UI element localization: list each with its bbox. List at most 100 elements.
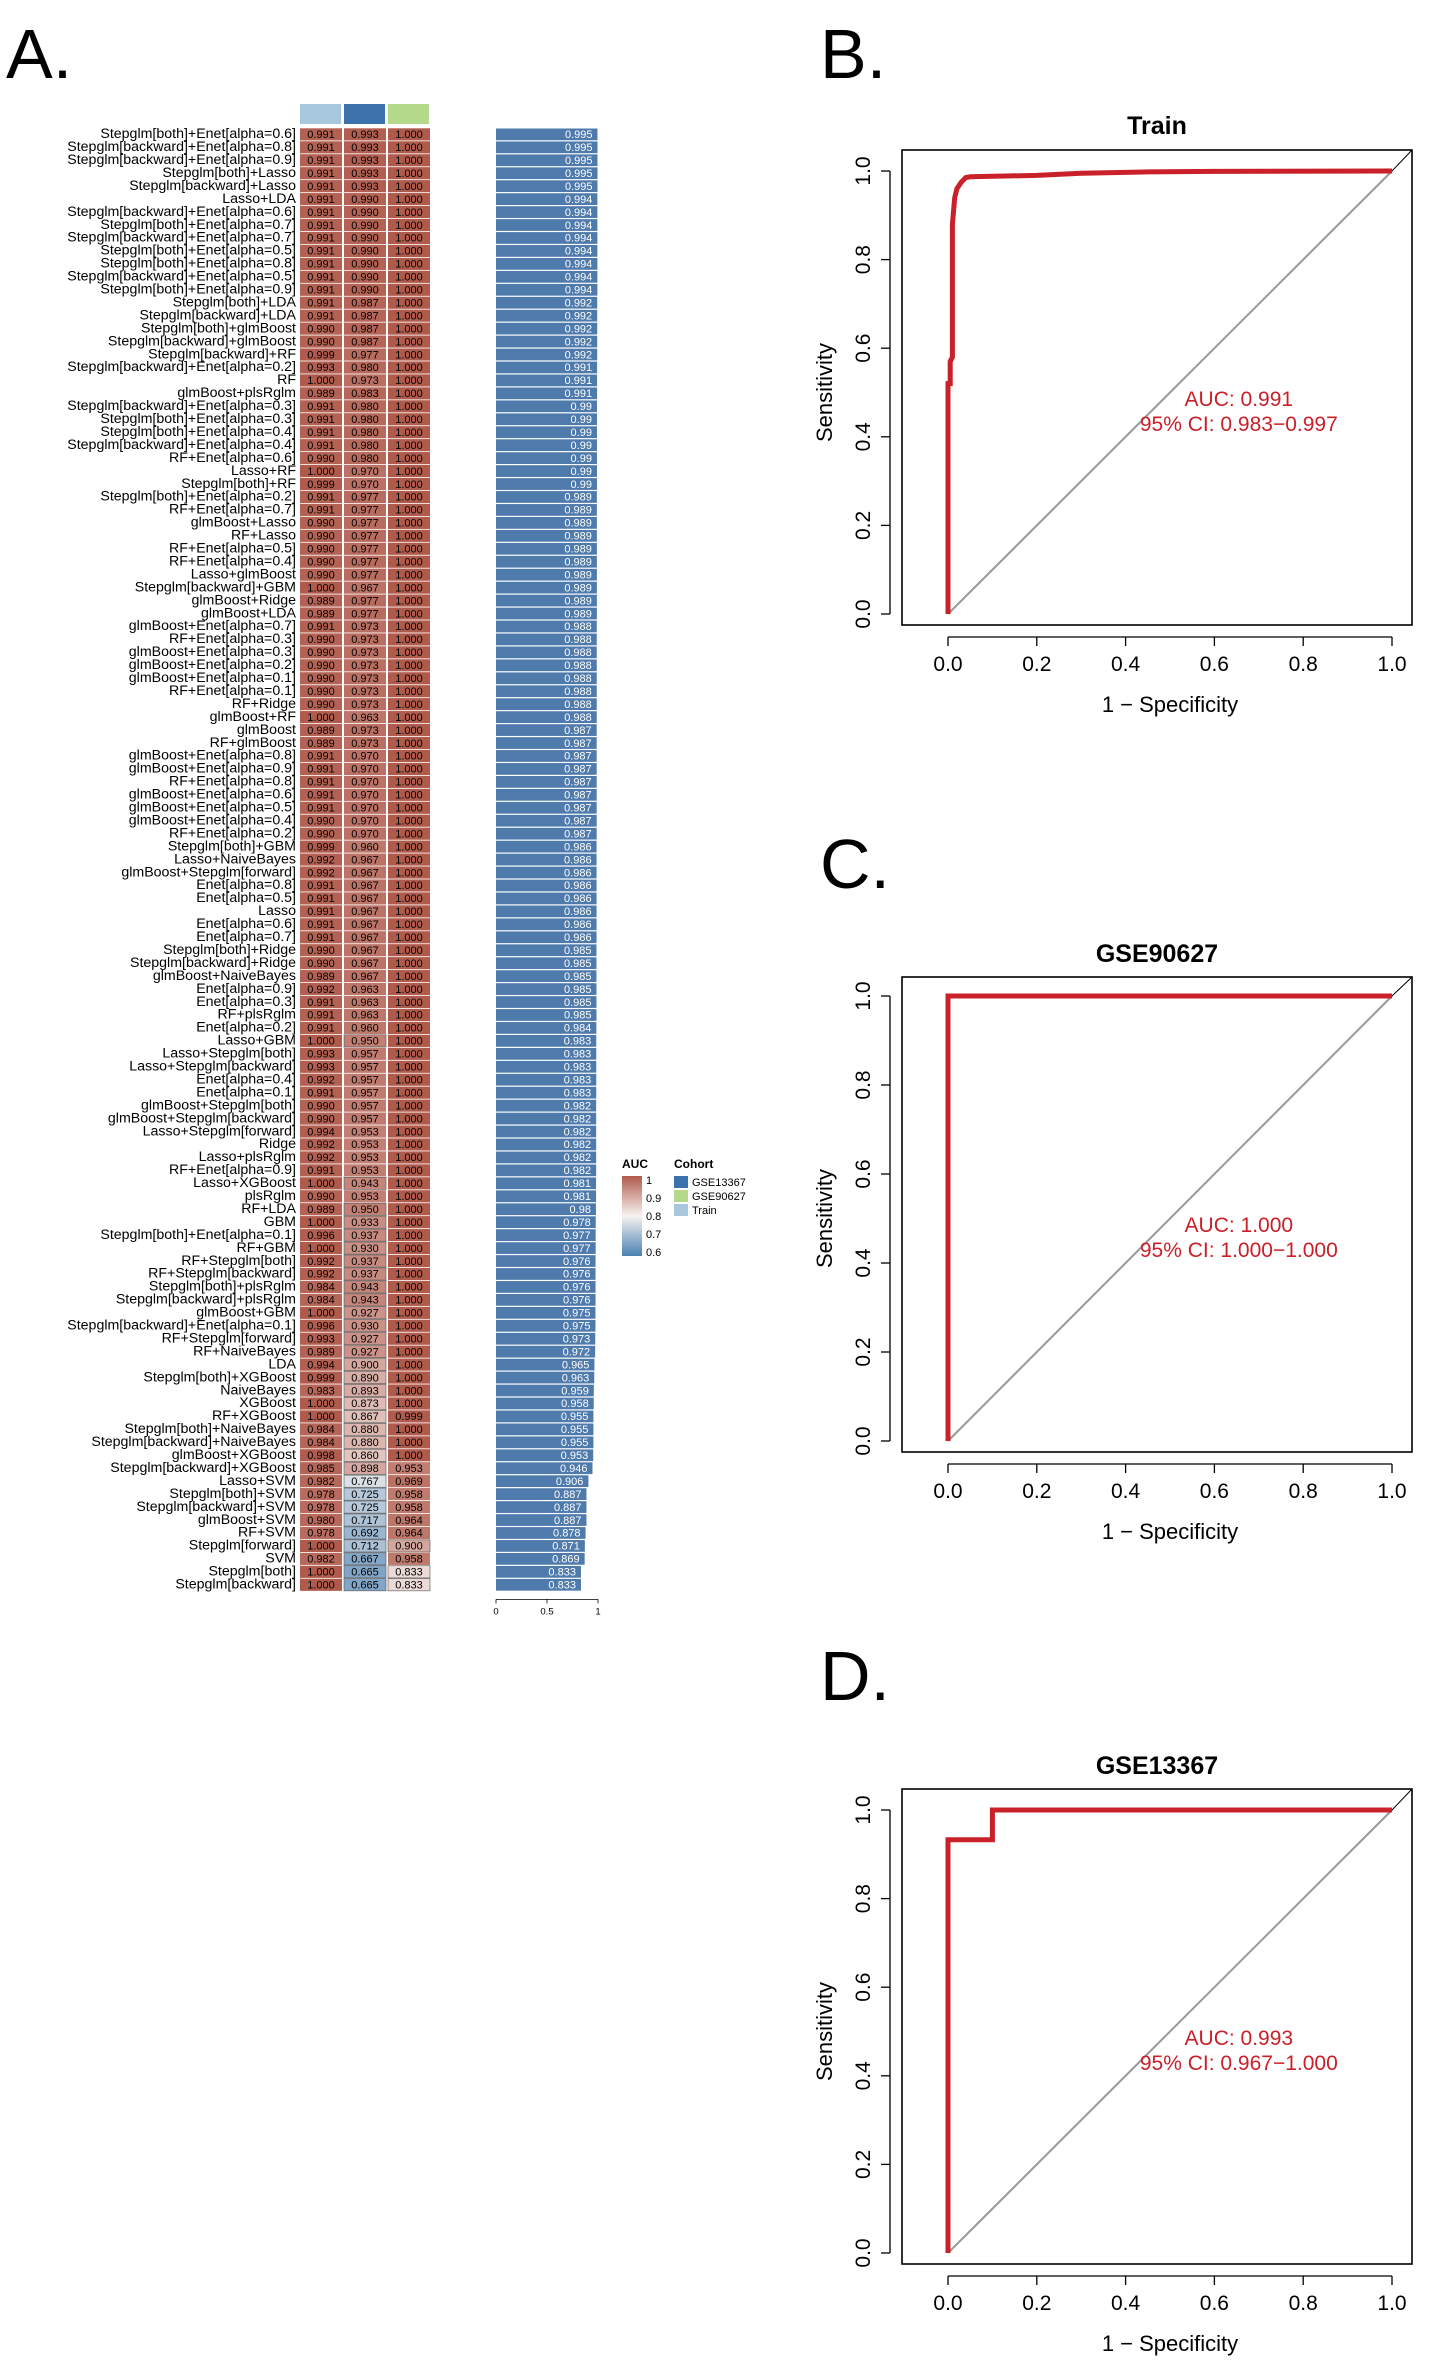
- legend-auc-tick: 0.8: [646, 1211, 661, 1223]
- mean-auc-bar: [496, 1578, 581, 1591]
- mean-auc-value: 0.959: [561, 1385, 589, 1397]
- heatmap-row: Lasso+plsRglm 0.992 0.953 1.000 0.982: [199, 1149, 597, 1165]
- heatmap-cell-value: 0.999: [395, 1411, 423, 1423]
- heatmap-cell-value: 0.993: [351, 129, 379, 141]
- model-label: glmBoost+RF: [210, 709, 297, 725]
- model-label: glmBoost+NaiveBayes: [153, 968, 296, 984]
- heatmap-cell-value: 1.000: [395, 1204, 423, 1216]
- model-label: Stepglm[both]+NaiveBayes: [124, 1421, 296, 1437]
- heatmap-row: Lasso+XGBoost 1.000 0.943 1.000 0.981: [193, 1175, 597, 1191]
- heatmap-cell-value: 0.937: [351, 1230, 379, 1242]
- roc-reference-line-ext: [1391, 149, 1413, 172]
- heatmap-cell-value: 0.977: [351, 556, 379, 568]
- mean-auc-bar: [496, 206, 598, 218]
- heatmap-row: glmBoost+Enet[alpha=0.3] 0.990 0.973 1.000 0…: [129, 644, 597, 660]
- heatmap-cell-gse13367: [344, 762, 386, 775]
- heatmap-cell-gse90627: [388, 374, 430, 387]
- heatmap-cell-value: 0.993: [307, 1049, 335, 1061]
- roc-curve: [945, 1807, 1392, 2253]
- mean-auc-bar: [496, 1242, 596, 1254]
- heatmap-cell-gse13367: [344, 749, 386, 763]
- model-label: Stepglm[backward]+plsRglm: [116, 1292, 296, 1308]
- heatmap-row: XGBoost 1.000 0.873 1.000 0.958: [239, 1395, 594, 1411]
- heatmap-row: Enet[alpha=0.7] 0.991 0.967 1.000 0.986: [196, 929, 597, 945]
- mean-auc-bar: [496, 1151, 597, 1164]
- mean-auc-value: 0.99: [571, 401, 592, 413]
- heatmap-cell-gse90627: [388, 1449, 430, 1462]
- mean-auc-bar: [496, 970, 597, 982]
- mean-auc-bar: [496, 141, 598, 154]
- mean-auc-bar: [496, 840, 597, 853]
- mean-auc-value: 0.986: [564, 919, 592, 931]
- heatmap-cell-gse90627: [388, 1552, 430, 1565]
- heatmap-cell-gse90627: [388, 503, 430, 516]
- heatmap-row: Lasso+SVM 0.982 0.767 0.969 0.906: [219, 1473, 589, 1489]
- heatmap-row: LDA 0.994 0.900 1.000 0.965: [268, 1356, 595, 1372]
- heatmap-cell-value: 0.990: [307, 323, 335, 335]
- mean-auc-value: 0.988: [564, 699, 592, 711]
- mean-auc-bar: [496, 1423, 594, 1436]
- mean-auc-bar: [496, 866, 597, 879]
- mean-auc-value: 0.987: [564, 738, 592, 750]
- heatmap-cell-value: 0.927: [351, 1333, 379, 1345]
- model-label: RF+Stepglm[both]: [181, 1253, 296, 1269]
- heatmap-row: RF+Enet[alpha=0.1] 0.990 0.973 1.000 0.988: [169, 683, 597, 699]
- mean-auc-bar: [496, 607, 597, 620]
- model-label: Lasso+GBM: [218, 1033, 296, 1049]
- heatmap-legend: AUC 1 0.9 0.8 0.7 0.6 Cohort GSE13367 GSE90627 Tr…: [622, 1157, 746, 1259]
- heatmap-cell-gse90627: [388, 620, 430, 633]
- heatmap-cell-value: 0.977: [351, 518, 379, 530]
- heatmap-cell-value: 0.665: [351, 1580, 379, 1592]
- heatmap-cell-gse13367: [344, 244, 386, 257]
- heatmap-cell-gse90627: [388, 892, 430, 905]
- roc-y-axis-label: Sensitivity: [812, 1982, 837, 2081]
- legend-cohort-title: Cohort: [674, 1157, 713, 1171]
- model-label: glmBoost+Stepglm[backward]: [108, 1110, 296, 1126]
- mean-auc-value: 0.991: [565, 375, 593, 387]
- heatmap-cell-gse13367: [344, 439, 386, 452]
- heatmap-cell-value: 0.953: [351, 1126, 379, 1138]
- roc-y-tick-label: 0.8: [852, 1884, 875, 1913]
- heatmap-cell-gse90627: [388, 542, 430, 555]
- roc-y-tick-label: 0.4: [852, 422, 875, 452]
- mean-auc-value: 0.989: [564, 544, 592, 556]
- roc-x-tick-label: 0.6: [1200, 1480, 1229, 1503]
- heatmap-cell-value: 1.000: [395, 181, 423, 193]
- heatmap-cell-gse90627: [388, 1501, 430, 1514]
- heatmap-cell-value: 0.991: [307, 777, 335, 789]
- mean-auc-value: 0.986: [564, 880, 592, 892]
- heatmap-cell-gse90627: [388, 983, 430, 996]
- mean-auc-value: 0.989: [564, 531, 592, 543]
- heatmap-cell-gse90627: [388, 1371, 430, 1384]
- heatmap-row: plsRglm 0.990 0.953 1.000 0.981: [245, 1188, 597, 1204]
- mean-auc-bar: [496, 270, 598, 283]
- heatmap-cell-value: 0.991: [307, 764, 335, 776]
- heatmap-cell-train: [300, 840, 342, 853]
- mean-auc-bar: [496, 1177, 597, 1190]
- heatmap-row: Stepglm[backward]+Enet[alpha=0.1] 0.996 0.…: [67, 1318, 596, 1334]
- heatmap-cell-gse90627: [388, 970, 430, 983]
- heatmap-row: glmBoost+Enet[alpha=0.7] 0.991 0.973 1.000 0…: [129, 618, 597, 634]
- heatmap-cell-gse13367: [344, 1021, 386, 1034]
- mean-auc-bar: [496, 750, 597, 762]
- heatmap-cell-value: 0.999: [307, 349, 335, 361]
- mean-auc-value: 0.982: [564, 1100, 592, 1112]
- heatmap-cell-gse90627: [388, 529, 430, 542]
- heatmap-cell-value: 0.933: [351, 1217, 379, 1229]
- heatmap-cell-train: [300, 931, 342, 944]
- model-label: Enet[alpha=0.9]: [196, 981, 296, 997]
- heatmap-cell-gse90627: [388, 1203, 430, 1216]
- heatmap-row: Stepglm[both]+XGBoost 0.999 0.890 1.000 0.96…: [143, 1369, 595, 1385]
- model-label: RF+Enet[alpha=0.9]: [169, 1162, 296, 1178]
- legend-auc-tick: 1: [646, 1175, 652, 1187]
- model-label: SVM: [265, 1551, 296, 1567]
- heatmap-cell-value: 1.000: [395, 1269, 423, 1281]
- mean-auc-value: 0.99: [571, 414, 592, 426]
- heatmap-cell-value: 0.957: [351, 1100, 379, 1112]
- heatmap-cell-train: [300, 879, 342, 892]
- heatmap-cell-gse13367: [344, 775, 386, 788]
- heatmap-cell-value: 1.000: [395, 751, 423, 763]
- heatmap-cell-value: 1.000: [307, 712, 335, 724]
- heatmap-cell-value: 0.991: [307, 414, 335, 426]
- heatmap-cell-value: 1.000: [395, 1139, 423, 1151]
